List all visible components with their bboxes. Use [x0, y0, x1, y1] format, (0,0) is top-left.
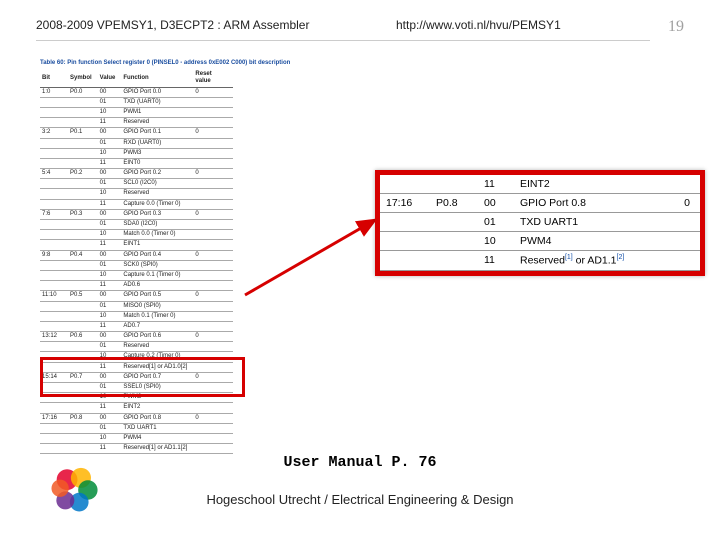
table-row: 10PWM1: [40, 107, 233, 117]
header-left: 2008-2009 VPEMSY1, D3ECPT2 : ARM Assembl…: [36, 18, 309, 32]
col-func: Function: [121, 70, 193, 87]
table-header-row: Bit Symbol Value Function Reset value: [40, 70, 233, 87]
header-rule: [36, 40, 650, 41]
table-row: 01SCL0 (I2C0): [40, 179, 233, 189]
table-row: 01TXD UART1: [40, 423, 233, 433]
zoom-row: 11EINT2: [380, 175, 700, 194]
table-row: 01RXD (UART0): [40, 138, 233, 148]
table-row: 10Match 0.1 (Timer 0): [40, 311, 233, 321]
table-row: 10Capture 0.1 (Timer 0): [40, 270, 233, 280]
table-row: 01MISO0 (SPI0): [40, 301, 233, 311]
table-row: 9:8P0.400GPIO Port 0.40: [40, 250, 233, 260]
zoom-callout: 11EINT217:16P0.800GPIO Port 0.8001TXD UA…: [375, 170, 705, 276]
table-row: 13:12P0.600GPIO Port 0.60: [40, 332, 233, 342]
table-caption: Table 60: Pin function Select register 0…: [40, 60, 290, 67]
table-row: 11AD0.7: [40, 321, 233, 331]
table-row: 10PWM3: [40, 148, 233, 158]
table-row: 11:10P0.500GPIO Port 0.50: [40, 291, 233, 301]
table-row: 11AD0.6: [40, 281, 233, 291]
header-url: http://www.voti.nl/hvu/PEMSY1: [396, 18, 561, 32]
zoom-row: 11Reserved[1] or AD1.1[2]: [380, 251, 700, 271]
zoom-table: 11EINT217:16P0.800GPIO Port 0.8001TXD UA…: [380, 175, 700, 271]
table-row: 10PWM4: [40, 433, 233, 443]
table-row: 11Reserved[1] or AD1.1[2]: [40, 444, 233, 454]
table-row: 5:4P0.200GPIO Port 0.20: [40, 169, 233, 179]
table-row: 10Reserved: [40, 189, 233, 199]
zoom-row: 01TXD UART1: [380, 213, 700, 232]
zoom-row: 10PWM4: [380, 232, 700, 251]
table-row: 01TXD (UART0): [40, 97, 233, 107]
table-row: 01Reserved: [40, 342, 233, 352]
table-row: 01SDA0 (I2C0): [40, 220, 233, 230]
page-number: 19: [668, 18, 684, 36]
col-bit: Bit: [40, 70, 68, 87]
table-row: 11EINT2: [40, 403, 233, 413]
table-row: 01SCK0 (SPI0): [40, 260, 233, 270]
table-row: 11EINT1: [40, 240, 233, 250]
zoom-row: 17:16P0.800GPIO Port 0.80: [380, 194, 700, 213]
table-row: 17:16P0.800GPIO Port 0.80: [40, 413, 233, 423]
table-row: 10Match 0.0 (Timer 0): [40, 230, 233, 240]
table-row: 11EINT0: [40, 158, 233, 168]
table-row: 3:2P0.100GPIO Port 0.10: [40, 128, 233, 138]
table-row: 7:6P0.300GPIO Port 0.30: [40, 209, 233, 219]
table-row: 11Reserved: [40, 118, 233, 128]
col-reset: Reset value: [193, 70, 233, 87]
col-val: Value: [98, 70, 122, 87]
caption-bottom: User Manual P. 76: [0, 454, 720, 471]
highlight-box: [40, 357, 245, 397]
col-sym: Symbol: [68, 70, 98, 87]
table-row: 11Capture 0.0 (Timer 0): [40, 199, 233, 209]
table-row: 1:0P0.000GPIO Port 0.00: [40, 87, 233, 97]
hu-splat-logo-icon: [48, 464, 100, 516]
footer: Hogeschool Utrecht / Electrical Engineer…: [0, 492, 720, 507]
